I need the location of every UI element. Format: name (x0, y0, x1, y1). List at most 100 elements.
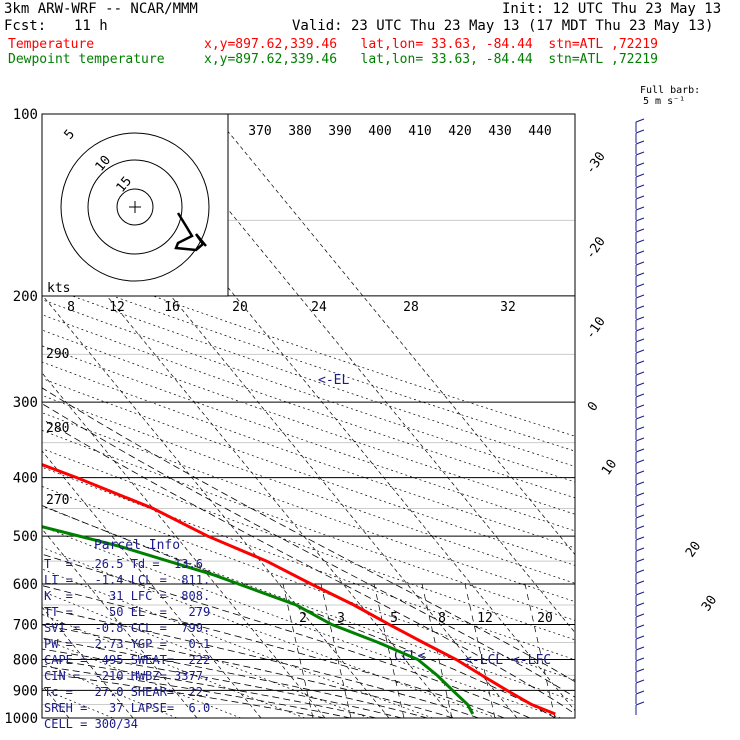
wind-barb (635, 327, 645, 332)
pressure-label: 600 (13, 577, 38, 593)
isotherm (0, 114, 5, 718)
wind-barb (635, 481, 645, 486)
temperature-legend: Temperature (8, 37, 95, 52)
mixing-ratio-line (373, 583, 405, 718)
mixing-ratio-label: 3 (337, 611, 345, 626)
model-title: 3km ARW-WRF -- NCAR/MMM (4, 1, 198, 17)
wind-barb (635, 426, 645, 431)
hodograph-trace (174, 212, 207, 252)
wind-barb (635, 261, 645, 266)
theta-e-label: 380 (288, 124, 311, 139)
wind-barb (635, 415, 645, 420)
wind-barb (635, 602, 645, 607)
wind-barb (635, 283, 645, 288)
init-time: Init: 12 UTC Thu 23 May 13 (502, 1, 722, 17)
wind-barb (635, 272, 645, 277)
dry-adiabat (42, 412, 575, 602)
wind-barb (635, 569, 645, 574)
moist-adiabat (42, 637, 428, 718)
hodograph-ring (60, 132, 210, 282)
wind-barb (635, 536, 645, 541)
wind-barb (635, 701, 645, 706)
parcel-row: SREH = 37 LAPSE= 6.0 (44, 701, 211, 715)
hodograph-ring (116, 188, 154, 226)
parcel-row: CIN = -210 HWBZ= 3377. (44, 669, 211, 683)
parcel-row: LI = -1.4 LCL = 811. (44, 573, 211, 587)
wind-barb (635, 140, 645, 145)
mixing-ratio-line (464, 583, 496, 718)
wind-barb (635, 492, 645, 497)
moist-adiabat (42, 585, 505, 718)
dry-adiabat (42, 429, 575, 621)
parcel-row: TT = 50 EL = 279 (44, 605, 211, 619)
dry-adiabat (42, 448, 575, 641)
wind-barb (635, 184, 645, 189)
wind-barb (635, 129, 645, 134)
parcel-row: CELL = 300/34 (44, 717, 138, 731)
wind-barb (635, 437, 645, 442)
moist-adiabat (42, 418, 575, 715)
theta-label: 290 (46, 347, 69, 362)
mixing-ratio-line (524, 583, 556, 718)
valid-time: Valid: 23 UTC Thu 23 May 13 (17 MDT Thu … (292, 18, 714, 34)
wind-barb (635, 635, 645, 640)
theta-e-label: 440 (528, 124, 551, 139)
pressure-label: 300 (13, 395, 38, 411)
speed-tick-label: 20 (232, 300, 248, 315)
wind-barb (635, 118, 645, 123)
wind-barb (635, 580, 645, 585)
annotation-lcl: <-LCL (464, 653, 503, 668)
wind-barb (635, 470, 645, 475)
isotherm-label: -20 (583, 234, 609, 262)
parcel-info-panel: Parcel Info T = 26.5 Td = 13.6 LI = -1.4… (44, 538, 230, 732)
wind-barb (635, 459, 645, 464)
wind-barb (635, 173, 645, 178)
wind-barb (635, 646, 645, 651)
moist-adiabat (42, 648, 402, 718)
parcel-row: PW = 2.73 YGP = 0.1 (44, 637, 211, 651)
dewpoint-location: x,y=897.62,339.46 lat,lon= 33.63, -84.44… (204, 52, 658, 67)
theta-e-label: 420 (448, 124, 471, 139)
theta-label: 280 (46, 421, 69, 436)
wind-barb (635, 448, 645, 453)
parcel-row: Tc = 27.0 SHEAR= 22. (44, 685, 211, 699)
pressure-label: 900 (13, 683, 38, 699)
speed-tick-label: 16 (164, 300, 180, 315)
speed-tick-label: 8 (67, 300, 75, 315)
dry-adiabat (42, 637, 241, 718)
isotherm-label: 20 (683, 539, 704, 560)
wind-barb (635, 591, 645, 596)
mixing-ratio-label: 5 (390, 611, 398, 626)
theta-e-label: 370 (248, 124, 271, 139)
wind-barb (635, 349, 645, 354)
dewpoint-legend: Dewpoint temperature (8, 52, 165, 67)
wind-barb (635, 294, 645, 299)
wind-barb (635, 338, 645, 343)
parcel-info-title: Parcel Info (93, 538, 181, 553)
isotherm-label: 10 (599, 457, 620, 478)
theta-e-label: 430 (488, 124, 511, 139)
pressure-label: 700 (13, 617, 38, 633)
isotherm (213, 114, 575, 556)
wind-barb (635, 382, 645, 387)
dewpoint-line (42, 525, 475, 715)
wind-barb (635, 404, 645, 409)
wind-barb (635, 316, 645, 321)
pressure-label: 400 (13, 471, 38, 487)
forecast-label: Fcst: (4, 18, 47, 34)
moist-adiabat (42, 403, 575, 698)
speed-tick-label: 24 (311, 300, 327, 315)
temperature-line (42, 463, 556, 716)
isotherm-label: 40 (0, 0, 16, 4)
speed-tick-label: 28 (403, 300, 419, 315)
moist-adiabat (42, 387, 575, 683)
pressure-label: 200 (13, 289, 38, 305)
wind-barb (635, 305, 645, 310)
pressure-label: 100 (13, 107, 38, 123)
pressure-label: 500 (13, 529, 38, 545)
wind-barb (635, 690, 645, 695)
isotherm-label: -10 (583, 314, 609, 342)
speed-tick-label: 32 (500, 300, 516, 315)
moist-adiabat (42, 657, 377, 718)
